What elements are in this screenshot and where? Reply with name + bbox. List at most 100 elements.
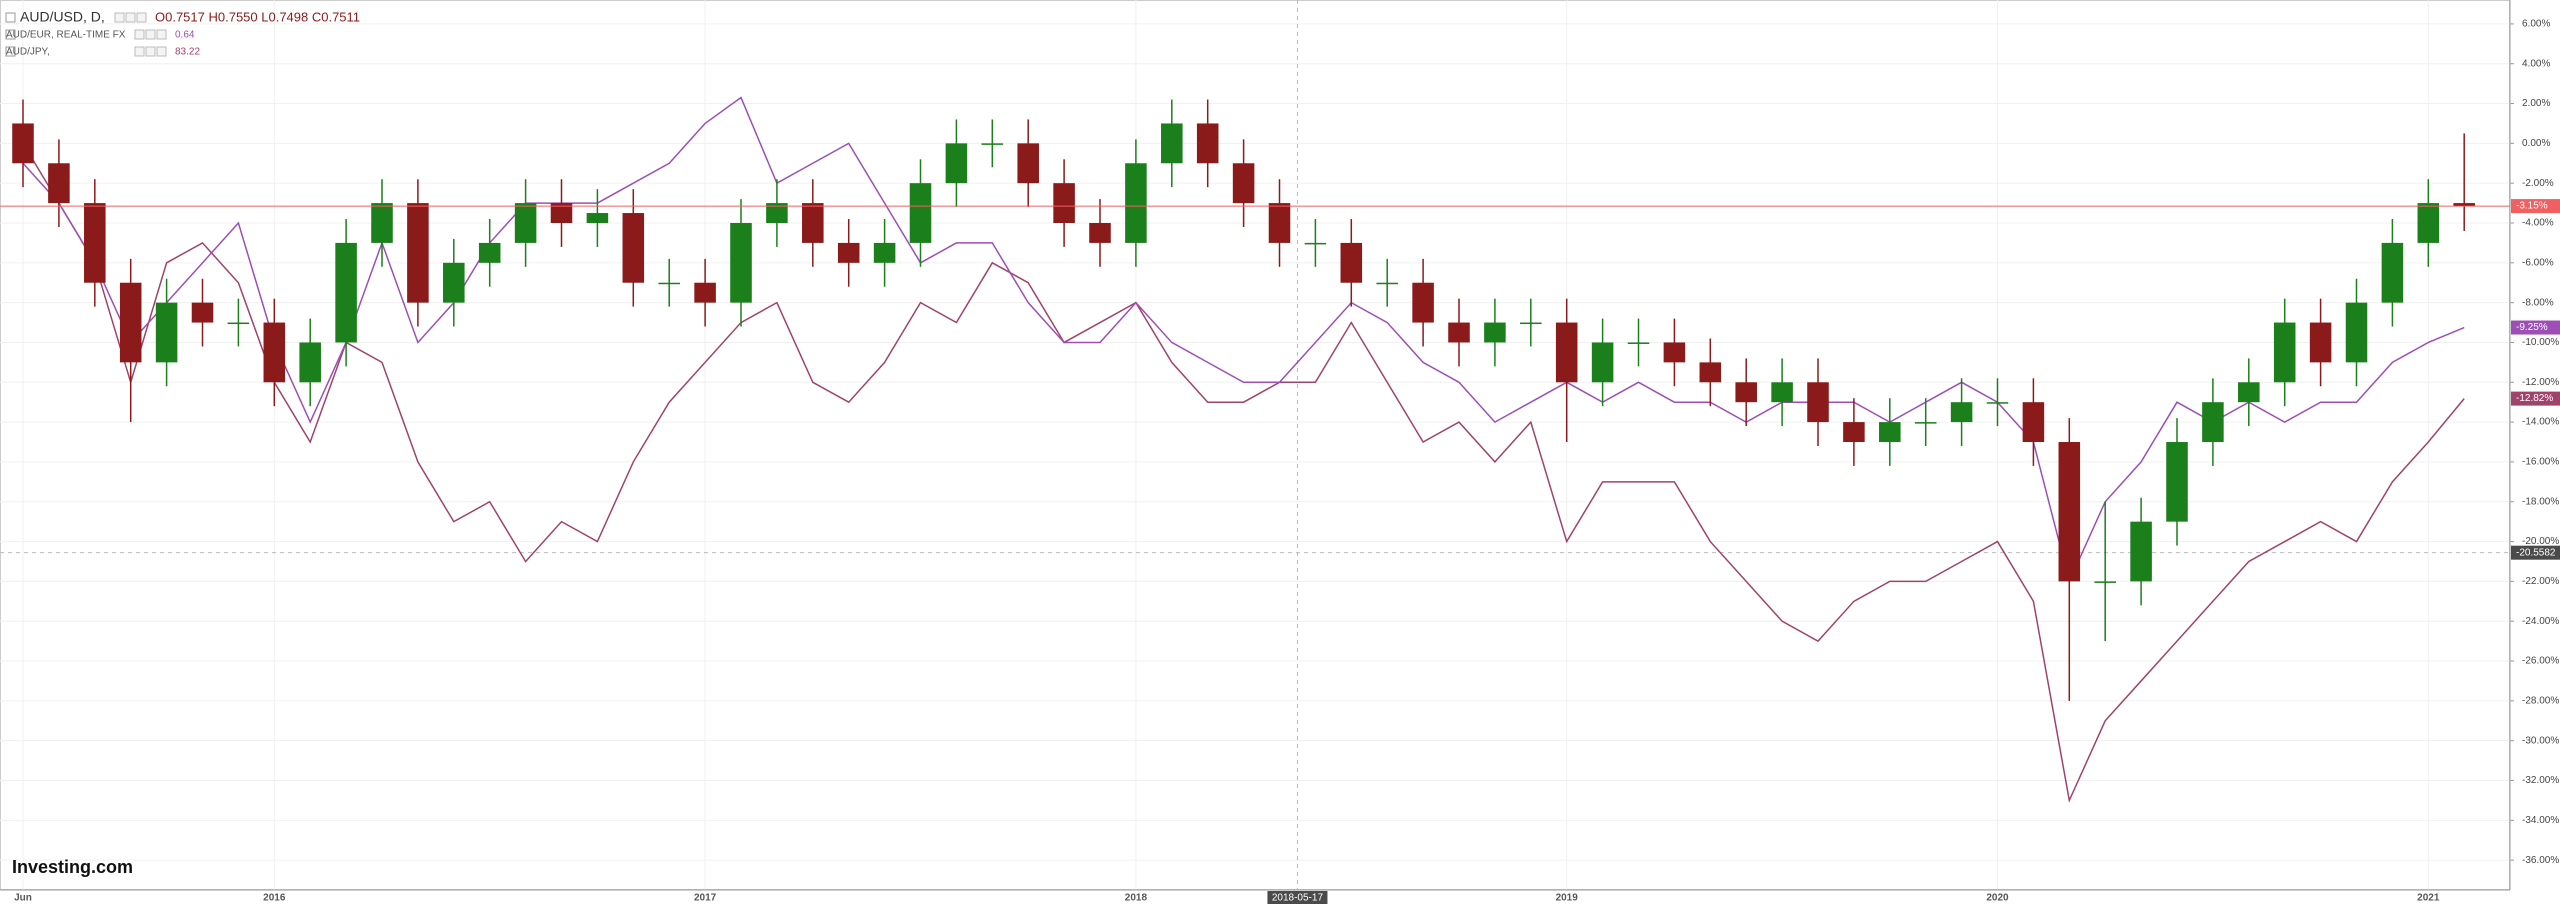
candle-body — [12, 123, 34, 164]
candle-body — [802, 203, 824, 243]
candle-body — [263, 322, 286, 383]
y-tick-label: -12.00% — [2522, 377, 2559, 388]
y-tick-label: -30.00% — [2522, 735, 2559, 746]
y-tick-label: -6.00% — [2522, 257, 2554, 268]
candle-body — [1555, 322, 1578, 383]
x-tick-label: 2019 — [1556, 893, 1579, 904]
candle-body — [909, 183, 932, 243]
legend-quote: 0.64 — [175, 30, 195, 41]
candle-body — [299, 342, 321, 383]
line-series — [22, 142, 2465, 803]
candle-body — [586, 213, 609, 223]
candle-body — [1950, 402, 1973, 423]
legend-button[interactable] — [114, 12, 125, 23]
y-tick-label: -4.00% — [2522, 218, 2554, 229]
last-value-tag — [2511, 391, 2560, 406]
candle-body — [1699, 362, 1722, 383]
x-tick-label: Jun — [14, 893, 32, 904]
candle-body — [2238, 382, 2260, 403]
y-tick-label: -22.00% — [2522, 576, 2559, 587]
legend-quote: O0.7517 H0.7550 L0.7498 C0.7511 — [155, 9, 360, 24]
candle-body — [1053, 183, 1075, 223]
y-tick-label: -28.00% — [2522, 695, 2559, 706]
x-tick-label: 2020 — [1986, 893, 2009, 904]
candle-body — [694, 282, 716, 303]
candle-body — [1843, 422, 1865, 443]
candle-body — [2309, 322, 2332, 363]
candle-body — [155, 302, 178, 363]
legend-name: AUD/JPY, — [6, 47, 50, 58]
y-tick-label: -16.00% — [2522, 457, 2559, 468]
candle-body — [1304, 242, 1327, 245]
candle-body — [407, 203, 429, 303]
candle-body — [1520, 322, 1542, 325]
candle-body — [48, 163, 70, 204]
candle-body — [981, 143, 1004, 145]
y-tick-label: 2.00% — [2522, 98, 2550, 109]
last-value-tag — [2511, 199, 2560, 214]
y-tick-label: -20.00% — [2522, 536, 2559, 547]
candle-body — [1161, 123, 1183, 164]
candle-body — [191, 302, 214, 323]
candle-body — [478, 242, 501, 263]
candle-body — [873, 242, 896, 263]
candle-body — [2345, 302, 2368, 363]
legend-button[interactable] — [125, 12, 136, 23]
x-tick-label: 2016 — [263, 893, 286, 904]
candle-body — [2381, 242, 2404, 303]
legend-name: AUD/USD, D, — [20, 9, 105, 25]
candle-body — [119, 282, 142, 363]
legend-button[interactable] — [145, 46, 156, 57]
legend-quote: 83.22 — [175, 47, 200, 58]
candle-body — [2130, 521, 2152, 582]
y-tick-label: -18.00% — [2522, 496, 2559, 507]
legend-button[interactable] — [156, 29, 167, 40]
candle-body — [2094, 581, 2116, 583]
candle-body — [1986, 402, 2009, 404]
candle-body — [1268, 203, 1291, 243]
legend-name: AUD/EUR, REAL-TIME FX — [6, 30, 126, 41]
x-tick-label: 2021 — [2417, 893, 2440, 904]
y-tick-label: 0.00% — [2522, 138, 2550, 149]
y-tick-label: 6.00% — [2522, 19, 2550, 30]
candle-body — [1735, 382, 1757, 403]
crosshair-y-tag — [2511, 545, 2560, 560]
candle-body — [837, 242, 860, 263]
candle-body — [1412, 282, 1434, 323]
candle-body — [1125, 163, 1147, 243]
y-tick-label: -34.00% — [2522, 815, 2559, 826]
legend-button[interactable] — [134, 29, 145, 40]
logo: Investing.com — [12, 857, 133, 877]
legend-toggle — [5, 12, 16, 23]
candle-body — [514, 203, 537, 243]
candle-body — [622, 213, 645, 283]
y-tick-label: -10.00% — [2522, 337, 2559, 348]
y-tick-label: -26.00% — [2522, 656, 2559, 667]
x-tick-label: 2017 — [694, 893, 717, 904]
candle-body — [371, 203, 393, 243]
legend-button[interactable] — [136, 12, 147, 23]
candle-body — [1771, 382, 1793, 403]
last-value-label: -3.15% — [2516, 201, 2548, 212]
candle-body — [2202, 402, 2224, 443]
candle-body — [1232, 163, 1255, 204]
legend-toggle — [5, 29, 16, 40]
legend-button[interactable] — [145, 29, 156, 40]
candle-body — [2058, 442, 2081, 582]
candle-body — [1376, 282, 1398, 285]
legend-button[interactable] — [156, 46, 167, 57]
y-tick-label: -2.00% — [2522, 178, 2554, 189]
candle-body — [1089, 222, 1111, 243]
candle-body — [1591, 342, 1614, 383]
crosshair-x-tag — [1267, 891, 1328, 904]
candle-body — [1914, 422, 1937, 424]
line-series — [22, 96, 2465, 584]
y-tick-label: -24.00% — [2522, 616, 2559, 627]
candle-body — [730, 222, 752, 303]
last-value-label: -9.25% — [2516, 322, 2548, 333]
candle-body — [2273, 322, 2296, 383]
legend-button[interactable] — [134, 46, 145, 57]
candle-body — [335, 242, 357, 343]
